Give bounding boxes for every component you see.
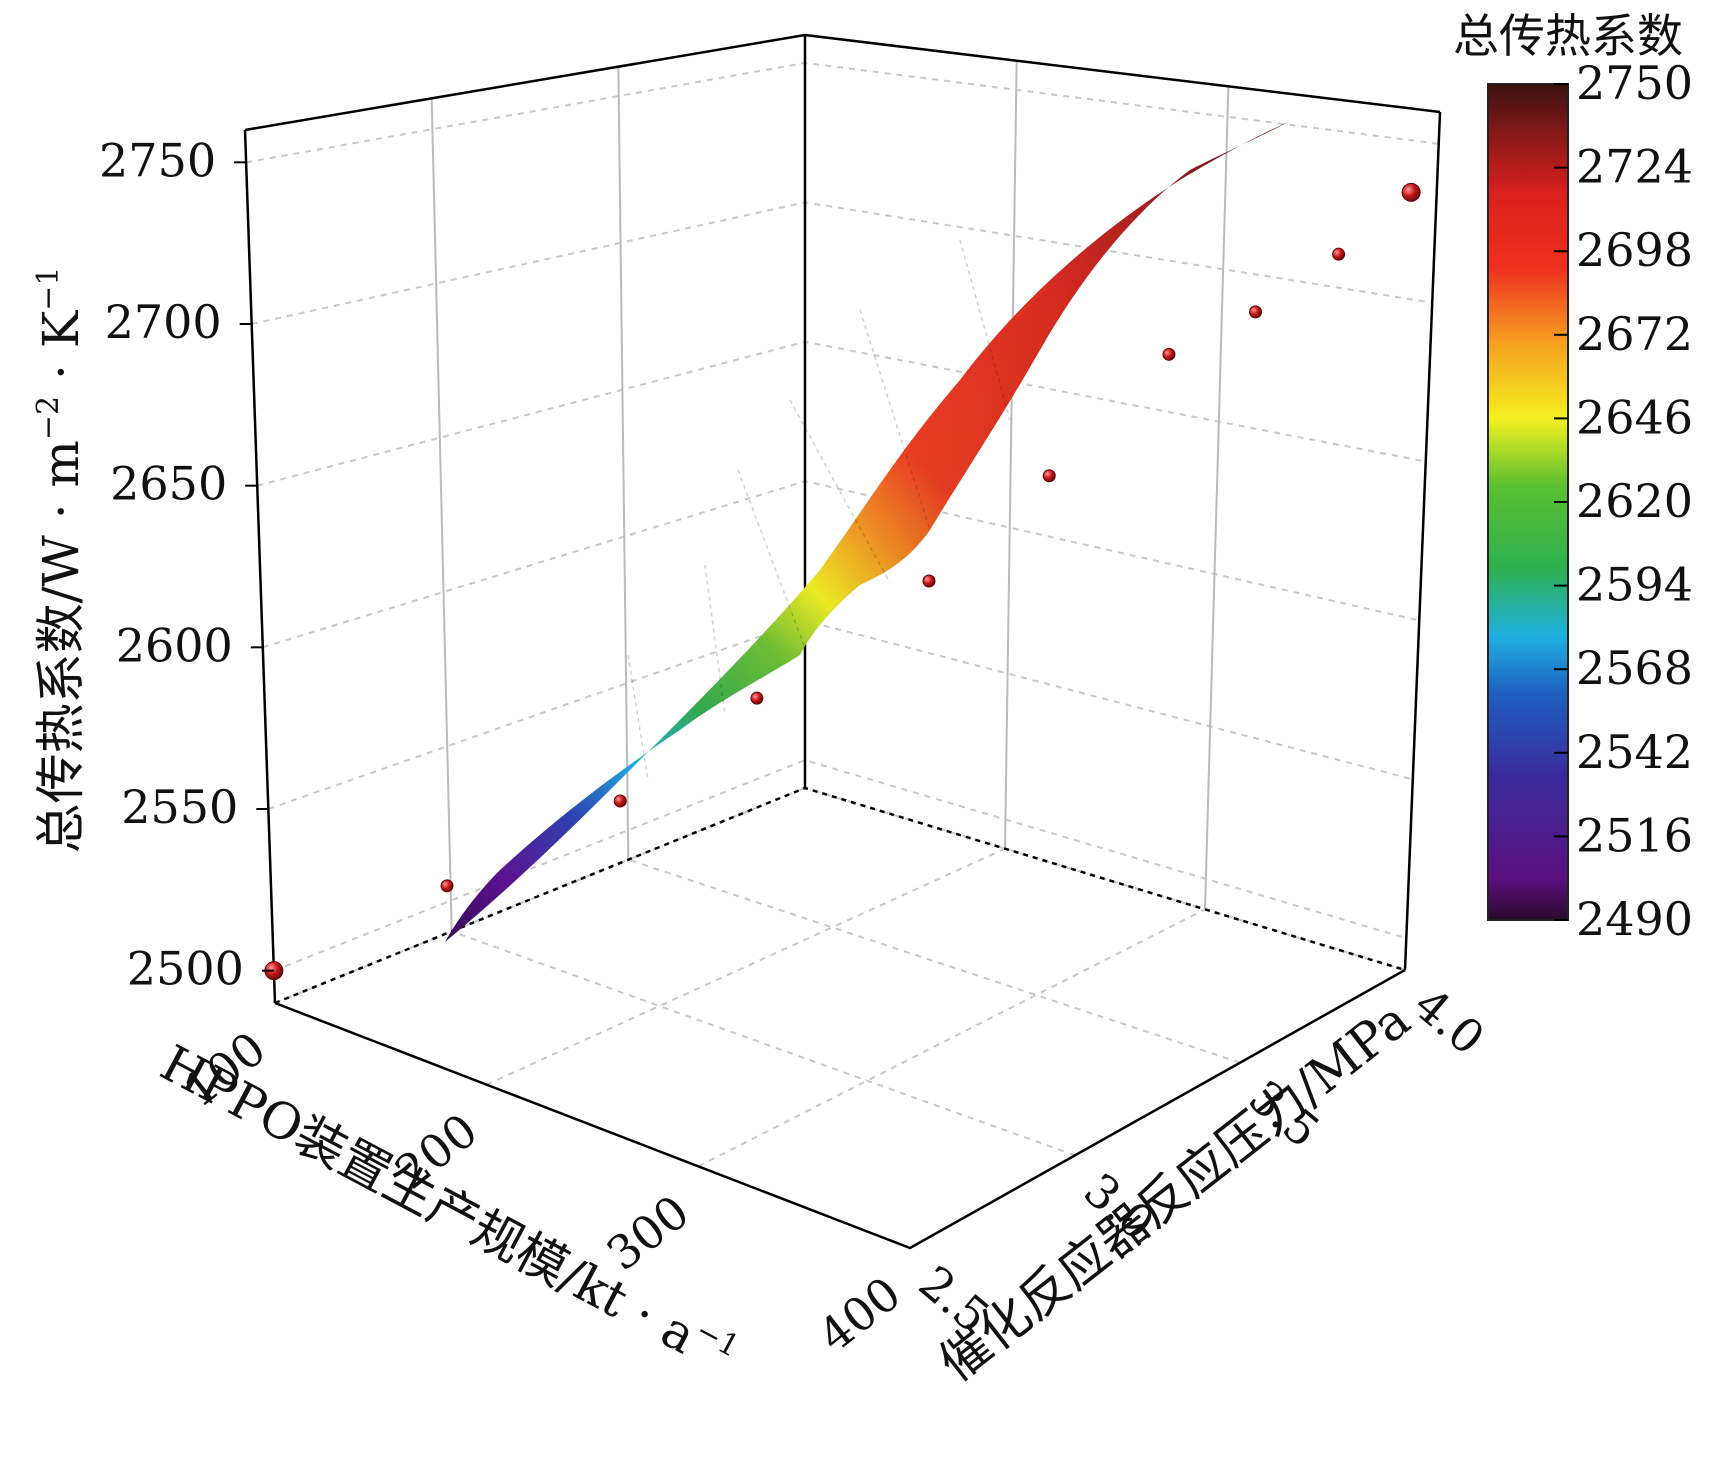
grid-line [1204,86,1230,910]
grid-line [617,66,630,860]
grid-line [273,759,1407,972]
z-tick-label: 2500 [127,942,244,996]
grid-line [804,787,1406,971]
data-point [750,691,764,705]
data-point [1401,182,1421,202]
z-tick-label: 2550 [121,780,238,834]
surface-mesh-line [737,469,806,649]
data-point [440,879,454,893]
surface-mesh-line [959,239,1011,421]
colorbar-title: 总传热系数 [1453,9,1683,63]
grid-line [1004,60,1018,849]
surface-mesh-line [789,399,891,584]
colorbar-tick-label: 2542 [1576,725,1693,779]
grid-line [430,98,453,932]
grid-line [451,930,1076,1157]
colorbar-tick-label: 2672 [1576,307,1693,361]
grid-line [628,858,1241,1064]
surface-mesh-line [859,309,931,531]
data-point [922,574,936,588]
colorbar: 总传热系数 2750 2724 2698 2672 2646 2620 2594 2568 25… [1453,9,1693,946]
y-tick-label: 4.0 [1404,977,1495,1065]
colorbar-tick-label: 2750 [1576,56,1693,110]
data-points [264,182,1421,981]
surface-mesh-line [627,654,649,781]
frame-edge [1403,111,1442,971]
colorbar-ticks: 2750 2724 2698 2672 2646 2620 2594 2568 2542 2516… [1554,56,1693,946]
data-point [1042,469,1056,483]
colorbar-tick-label: 2594 [1576,558,1693,612]
colorbar-tick-label: 2724 [1576,140,1693,194]
frame-edge [274,968,1406,1250]
surface-mesh-line [704,564,726,716]
surface-shading [445,122,1288,942]
z-tick-label: 2650 [110,457,227,511]
chart-grid [244,35,1441,1249]
data-point [1249,305,1263,319]
frame-edge [244,33,1441,132]
grid-line [274,787,806,1004]
z-axis-title: 总传热系数/W · m−2 · K−1 [31,267,90,854]
grid-line [245,61,1439,164]
surface-layer [445,122,1288,942]
y-axis-title: 催化反应器反应压力/MPa [928,990,1420,1392]
x-tick-label: 400 [808,1266,910,1363]
data-point [1162,347,1176,361]
colorbar-tick-label: 2568 [1576,641,1693,695]
frame-edge [243,129,277,1004]
colorbar-tick-label: 2490 [1576,892,1693,946]
z-tick-label: 2600 [116,618,233,672]
colorbar-tick-label: 2516 [1576,808,1693,862]
grid-line [697,908,1206,1168]
frame-edge [274,786,1406,1005]
colorbar-tick-label: 2620 [1576,474,1693,528]
grid-line [256,340,1426,487]
z-tick-label: 2700 [105,295,222,349]
colorbar-tick-label: 2646 [1576,390,1693,444]
z-tick-label: 2750 [99,133,216,187]
colorbar-tick-label: 2698 [1576,223,1693,277]
chart-frame [243,33,1442,1250]
data-point [1332,247,1346,261]
data-point [613,794,627,808]
grid-line [268,619,1414,810]
tick-labels: 2500255026002650270027501002003004002.53… [99,133,1495,1362]
